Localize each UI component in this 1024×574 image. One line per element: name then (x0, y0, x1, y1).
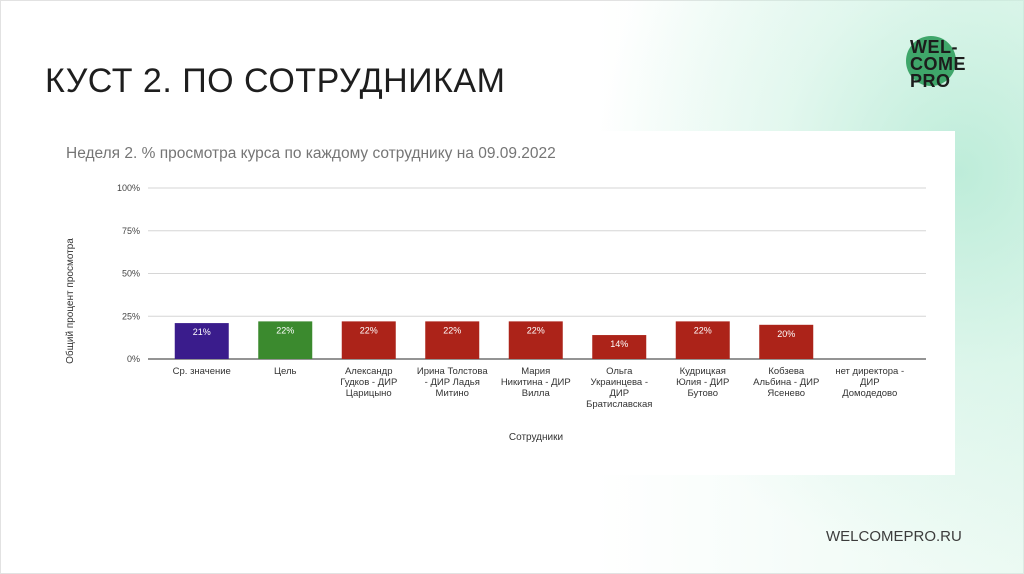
x-tick-label-line: Юлия - ДИР (676, 377, 729, 388)
x-tick-label-line: Украинцева - (590, 377, 648, 388)
bar-value-label: 22% (527, 325, 545, 335)
x-tick-label: Ср. значение (173, 366, 231, 377)
x-tick-label-line: нет директора - (835, 366, 904, 377)
x-tick-label-line: Ясенево (767, 388, 805, 399)
x-tick-label-line: Бутово (687, 388, 718, 399)
slide-title: КУСТ 2. ПО СОТРУДНИКАМ (45, 62, 506, 100)
bar (759, 324, 814, 359)
x-tick-label: Ирина Толстова - ДИР Ладья Митино (417, 366, 488, 399)
y-axis-label: Общий процент просмотра (64, 238, 76, 364)
welcomepro-logo: WEL- COME PRO (906, 36, 968, 98)
y-tick-label: 100% (117, 183, 140, 193)
bar-value-label: 20% (777, 329, 795, 339)
x-tick-label-line: Царицыно (346, 388, 392, 399)
x-tick-label-line: ДИР (860, 377, 880, 388)
chart-title: Неделя 2. % просмотра курса по каждому с… (66, 145, 556, 162)
x-tick-label-line: Гудков - ДИР (340, 377, 397, 388)
bar-value-label: 22% (360, 325, 378, 335)
x-tick-label: Ольга Украинцева -ДИР Братиславская (586, 366, 652, 410)
x-tick-label: Мария Никитина - ДИР Вилла (501, 366, 571, 399)
bars: 21% 22% 22% 22% 22% 14% 22% 20% (174, 321, 814, 359)
x-tick-label-line: Ольга (606, 366, 633, 377)
x-tick-label-line: Кобзева (768, 366, 805, 377)
bar (508, 321, 563, 359)
bar (341, 321, 396, 359)
y-tick-labels: 0% 25% 50% 75% 100% (117, 183, 140, 364)
x-tick-label-line: Альбина - ДИР (753, 377, 819, 388)
x-tick-label-line: Цель (274, 366, 297, 377)
x-tick-label-line: Домодедово (842, 388, 897, 399)
logo-circle (906, 36, 956, 86)
bar-value-label: 21% (193, 327, 211, 337)
x-tick-label: Кудрицкая Юлия - ДИР Бутово (676, 366, 729, 399)
y-tick-label: 0% (127, 354, 140, 364)
x-tick-label-line: Ирина Толстова (417, 366, 488, 377)
logo-line-3: PRO (910, 71, 951, 91)
bar (174, 323, 229, 359)
bar (675, 321, 730, 359)
x-tick-label-line: Братиславская (586, 399, 652, 410)
bar-value-label: 22% (276, 325, 294, 335)
x-tick-label-line: Кудрицкая (680, 366, 726, 377)
x-tick-label: Кобзева Альбина - ДИР Ясенево (753, 366, 819, 399)
x-tick-label-line: Мария (521, 366, 550, 377)
bar (592, 335, 647, 359)
x-tick-label-line: Александр (345, 366, 393, 377)
logo-text: WEL- COME PRO (910, 37, 966, 91)
x-tick-label: нет директора -ДИР Домодедово (835, 366, 904, 399)
x-tick-label-line: Ср. значение (173, 366, 231, 377)
x-axis-label: Сотрудники (509, 432, 563, 443)
x-tick-label-line: Митино (436, 388, 469, 399)
y-tick-label: 75% (122, 226, 140, 236)
footer-website: WELCOMEPRO.RU (826, 528, 962, 545)
logo-line-1: WEL- (910, 37, 958, 57)
logo-line-2: COME (910, 54, 966, 74)
bar-value-label: 22% (694, 325, 712, 335)
x-tick-label-line: Вилла (522, 388, 551, 399)
y-tick-label: 50% (122, 269, 140, 279)
y-tick-label: 25% (122, 311, 140, 321)
x-tick-label-line: ДИР (609, 388, 629, 399)
x-tick-labels: Ср. значение Цель Александр Гудков - ДИР Цар… (173, 366, 904, 410)
bar (425, 321, 480, 359)
bar-value-label: 14% (610, 339, 628, 349)
x-tick-label-line: - ДИР Ладья (425, 377, 480, 388)
x-tick-label-line: Никитина - ДИР (501, 377, 571, 388)
x-tick-label: Александр Гудков - ДИР Царицыно (340, 366, 397, 399)
bar-value-label: 22% (443, 325, 461, 335)
bar (258, 321, 313, 359)
x-tick-label: Цель (274, 366, 297, 377)
